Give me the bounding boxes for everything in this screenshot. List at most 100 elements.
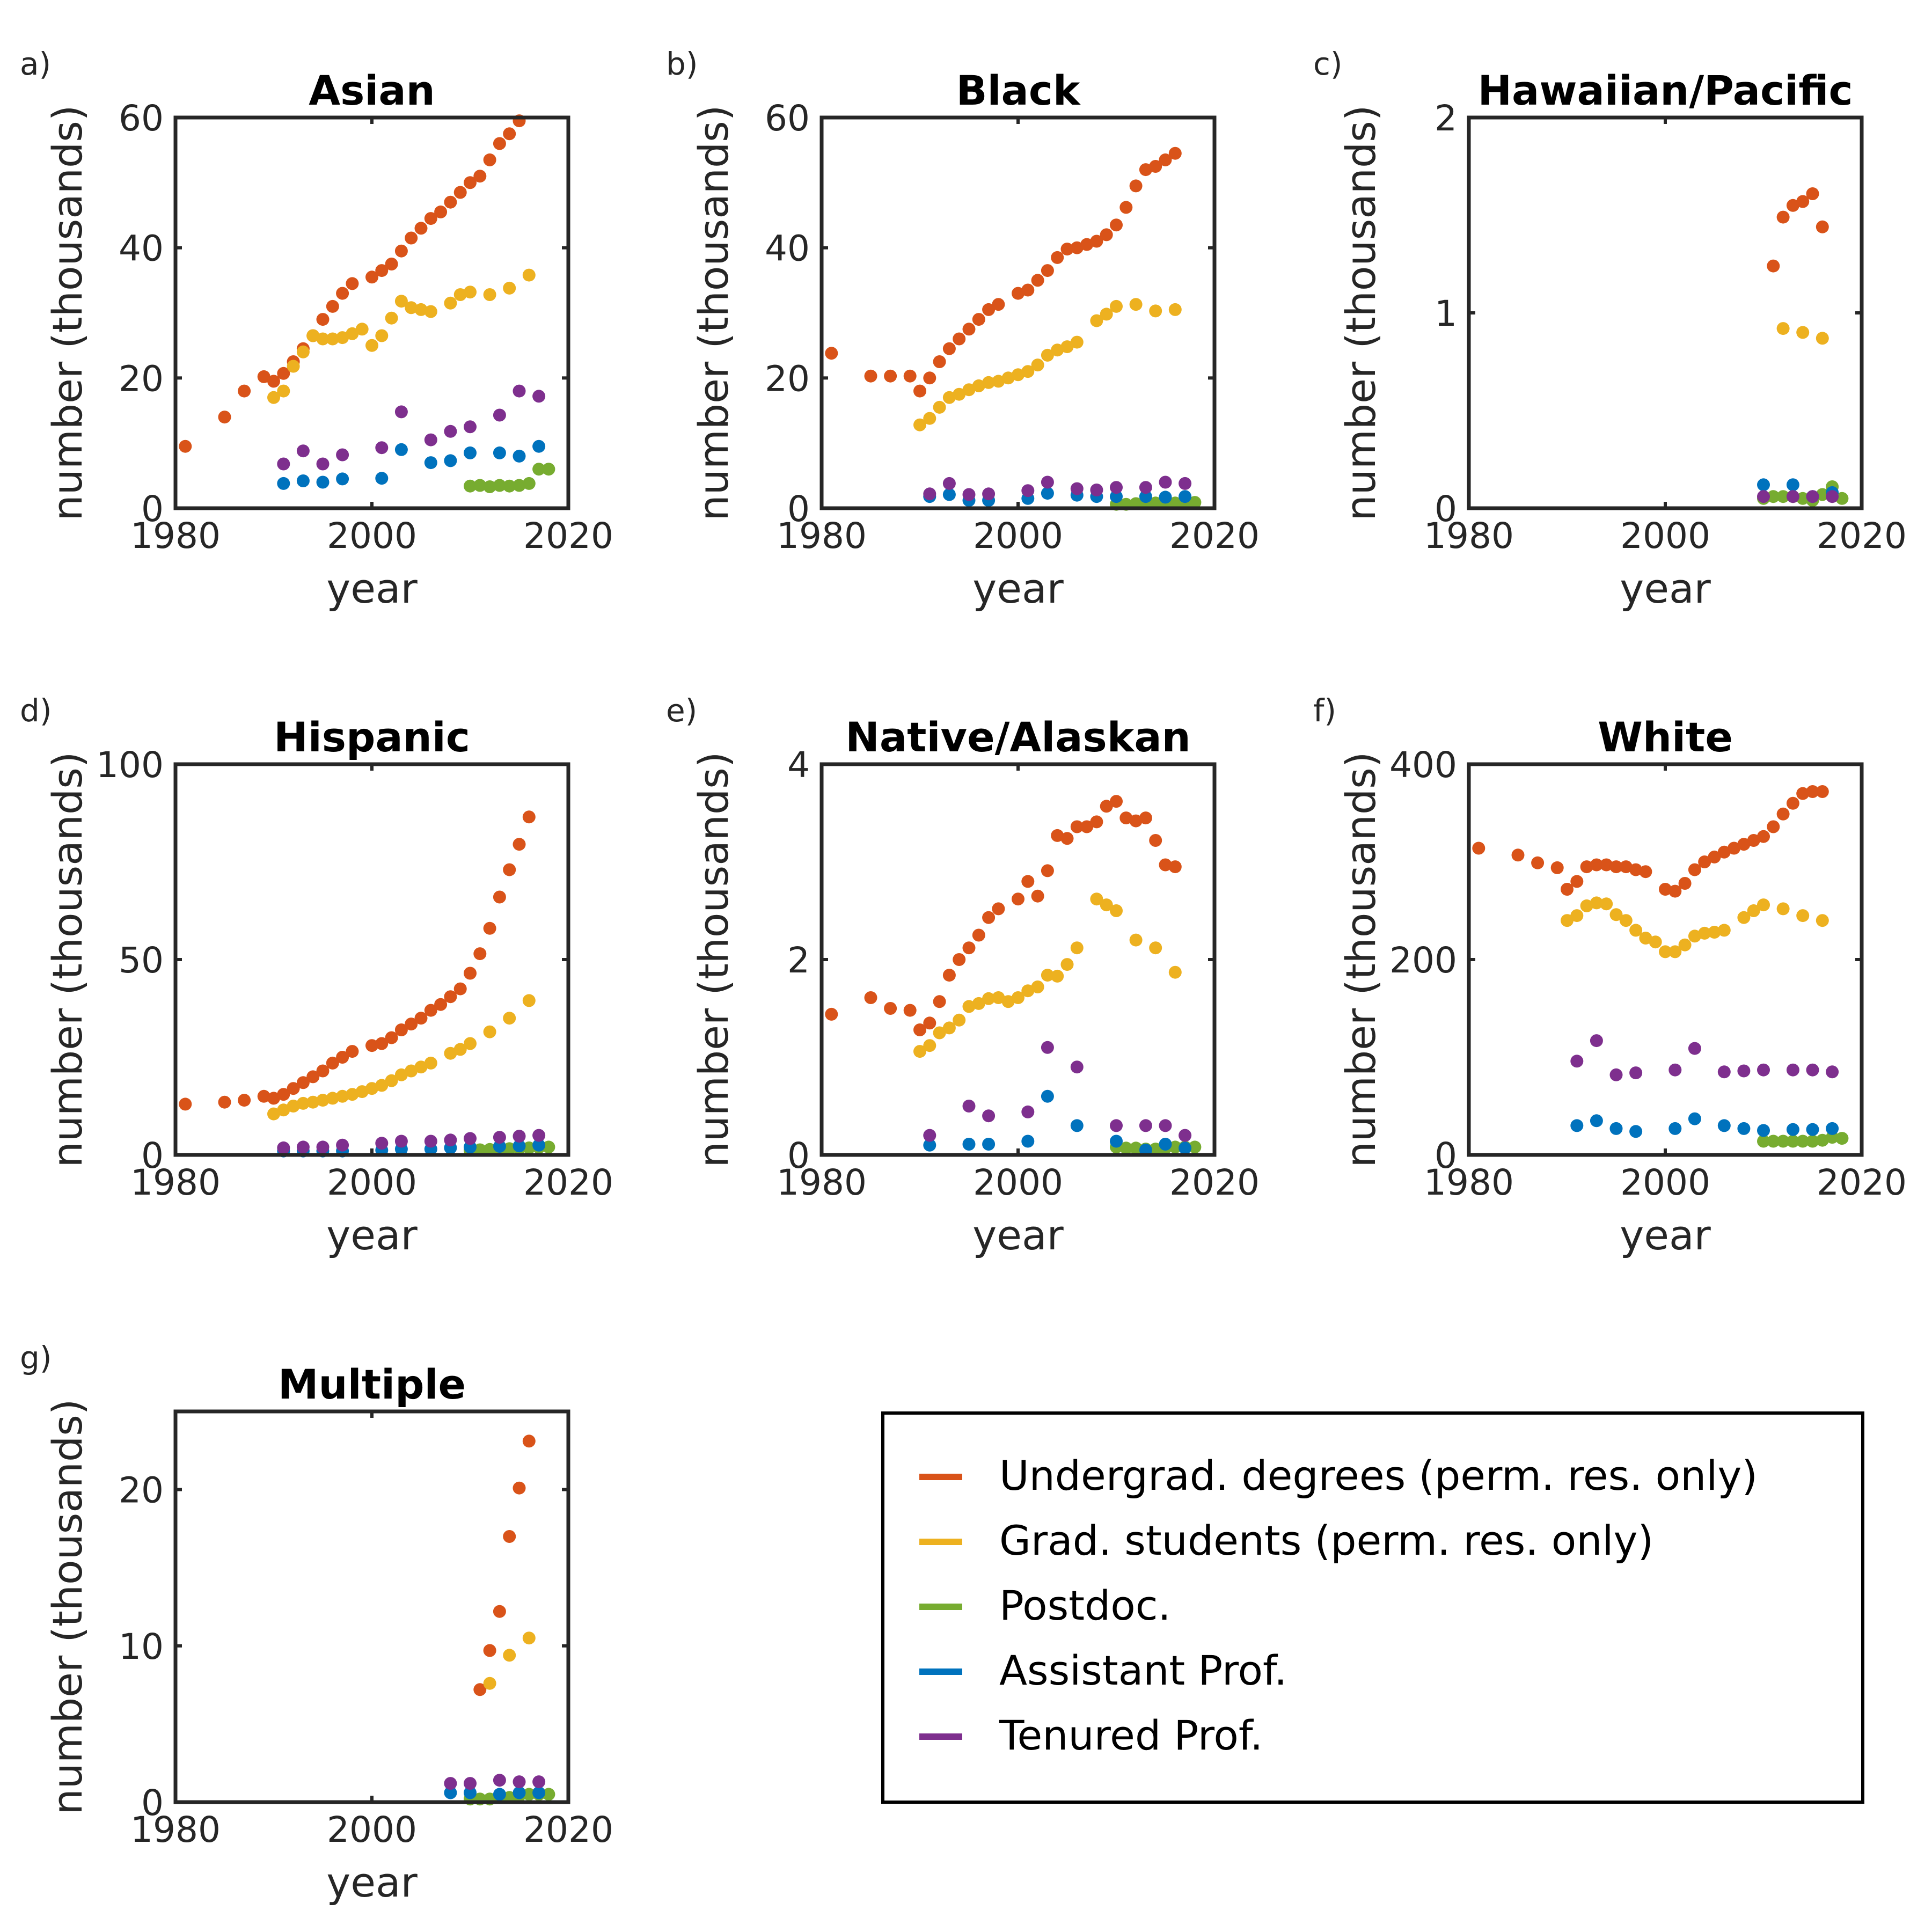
data-point [532,440,546,453]
legend-entry-undergrad: Undergrad. degrees (perm. res. only) [919,1452,1758,1499]
data-point [277,1141,290,1154]
data-point [1168,965,1182,979]
data-point [473,947,487,961]
data-point [365,339,378,352]
data-point [503,479,516,493]
data-point [1129,179,1143,193]
data-point [444,1133,457,1147]
data-point [493,408,506,422]
data-point [1188,496,1202,509]
data-point [1561,883,1574,896]
data-point [1139,490,1152,503]
data-point [316,1140,330,1154]
data-point [942,391,956,404]
data-point [1080,238,1094,251]
data-point [1717,1119,1731,1132]
data-point [1806,1135,1819,1148]
data-point [1826,1065,1839,1079]
data-point [1728,841,1741,855]
data-point [375,441,389,455]
data-point [532,390,546,403]
y-tick-label: 10 [119,1626,164,1667]
data-point [864,369,877,383]
data-point [306,329,320,342]
data-point [424,1135,437,1148]
data-point [267,375,280,388]
data-point [1188,1140,1202,1154]
x-tick-label: 1980 [130,515,221,557]
data-point [1737,1064,1751,1078]
data-point [1031,358,1044,372]
data-point [346,1088,359,1101]
data-point [1110,490,1123,503]
data-point [346,277,359,290]
data-point [1110,1135,1123,1148]
data-point [1767,820,1780,833]
axes-box [819,762,1217,1157]
series-assistant [1570,1112,1839,1138]
data-point [464,420,477,434]
data-point [962,941,976,955]
data-point [1179,490,1192,503]
data-point [493,1774,506,1787]
data-point [1806,490,1819,503]
data-point [316,1064,330,1078]
data-point [532,1786,546,1799]
data-point [522,1141,536,1154]
data-point [464,286,477,299]
data-point [982,1109,996,1123]
data-point [1717,845,1731,859]
data-point [1179,1141,1192,1155]
data-point [1786,1135,1799,1148]
panel-hispanic: d) Hispanic 1980 2000 2020 0 50 100 year number (… [20,692,613,1259]
data-point [336,1138,349,1152]
data-point [1110,481,1123,494]
series-grad [1776,322,1829,345]
data-point [513,384,526,398]
data-point [1698,855,1711,868]
data-point [434,998,448,1011]
x-axis-label: year [326,1858,418,1906]
data-point [1757,1063,1770,1077]
y-tick-label: 0 [141,488,164,530]
data-point [992,298,1005,311]
y-tick-label: 4 [787,744,810,786]
series-undergrad [825,147,1182,398]
data-point [1816,785,1829,798]
data-point [1619,914,1633,927]
data-point [1816,488,1829,501]
data-point [1786,478,1799,492]
panel-title: White [1598,713,1733,761]
data-point [1168,496,1182,510]
panel-title: Multiple [278,1360,466,1408]
data-point [444,1046,457,1060]
data-point [483,921,496,935]
data-point [316,332,330,346]
data-point [1796,909,1810,923]
data-point [375,329,389,342]
data-point [1767,1135,1780,1148]
data-point [1659,883,1672,896]
data-point [453,288,467,301]
data-point [542,463,555,476]
data-point [464,176,477,189]
data-point [336,448,349,462]
data-point [962,1100,976,1113]
data-point [962,323,976,336]
data-point [1511,848,1525,862]
data-point [1070,820,1084,833]
legend-label: Grad. students (perm. res. only) [999,1517,1653,1564]
data-point [1100,800,1113,813]
axes-box [1467,762,1864,1157]
data-point [483,480,496,493]
data-point [277,1103,290,1117]
data-point [1590,1114,1603,1128]
data-point [522,1788,536,1801]
y-tick-label: 20 [119,1470,164,1511]
data-point [1070,335,1084,349]
data-point [1168,303,1182,316]
data-point [1580,899,1593,912]
data-point [267,1107,280,1121]
data-point [336,472,349,486]
panel-label: b) [666,46,698,82]
